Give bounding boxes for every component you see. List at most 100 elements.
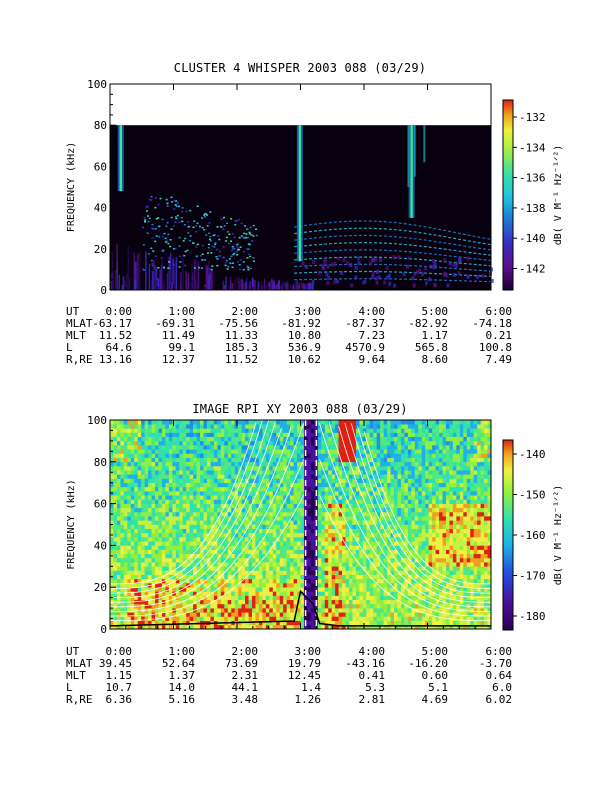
heat-cell: [165, 474, 170, 479]
heat-cell: [310, 591, 315, 596]
heat-cell: [355, 486, 360, 492]
speckle: [185, 210, 188, 213]
heat-cell: [168, 461, 173, 467]
heat-cell: [376, 570, 381, 575]
heat-cell: [134, 574, 139, 580]
heat-cell: [269, 528, 274, 534]
heat-cell: [348, 453, 353, 458]
heat-cell: [245, 574, 249, 580]
heat-cell: [220, 432, 225, 438]
heat-cell: [196, 445, 201, 450]
heat-cell: [355, 583, 360, 588]
heat-cell: [262, 587, 267, 592]
heat-cell: [168, 470, 173, 475]
noise-patch: [413, 271, 417, 276]
colorbar-tick-label: -140: [519, 232, 546, 245]
heat-cell: [182, 612, 187, 617]
heat-cell: [141, 453, 145, 458]
heat-cell: [158, 524, 163, 529]
heat-cell: [283, 516, 287, 521]
heat-cell: [310, 457, 315, 463]
heat-cell: [123, 474, 128, 479]
heat-cell: [331, 612, 336, 617]
heat-cell: [262, 449, 267, 454]
heat-cell: [376, 524, 381, 529]
heat-cell: [269, 574, 274, 580]
heat-cell: [155, 566, 159, 571]
heat-cell: [141, 457, 145, 463]
speckle: [230, 240, 233, 242]
heat-cell: [352, 541, 357, 546]
heat-cell: [165, 432, 170, 438]
heat-cell: [227, 440, 232, 446]
heat-cell: [345, 578, 350, 584]
heat-cell: [324, 457, 329, 463]
heat-cell: [355, 524, 360, 529]
noise-column: [127, 246, 130, 290]
heat-cell: [279, 624, 284, 630]
speckle: [159, 197, 162, 200]
heat-cell: [224, 516, 229, 521]
heat-cell: [310, 595, 315, 601]
heat-cell: [345, 474, 350, 479]
heat-cell: [355, 608, 360, 613]
heat-cell: [141, 470, 145, 475]
heat-cell: [321, 486, 326, 492]
heat-cell: [120, 532, 125, 538]
heat-cell: [307, 583, 312, 588]
heat-cell: [400, 491, 405, 496]
heat-cell: [248, 478, 253, 483]
heat-cell: [348, 620, 353, 626]
heat-cell: [328, 503, 332, 509]
heat-cell: [269, 486, 274, 492]
heat-cell: [342, 595, 346, 601]
heat-cell: [220, 465, 225, 471]
heat-cell: [258, 528, 263, 534]
heat-cell: [196, 420, 201, 425]
heat-cell: [265, 599, 270, 605]
heat-cell: [245, 478, 249, 483]
heat-cell: [158, 445, 163, 450]
heat-cell: [362, 507, 367, 513]
heat-cell: [158, 440, 163, 446]
heat-cell: [345, 486, 350, 492]
heat-cell: [262, 482, 267, 488]
heat-cell: [210, 591, 215, 596]
heat-cell: [220, 440, 225, 446]
heat-cell: [217, 499, 222, 504]
heat-cell: [110, 486, 114, 492]
heat-cell: [376, 428, 381, 433]
heat-cell: [380, 557, 384, 563]
heat-cell: [234, 595, 239, 601]
heat-cell: [134, 608, 139, 613]
heat-cell: [238, 491, 242, 496]
heat-cell: [290, 420, 294, 425]
speckle: [155, 235, 158, 237]
heat-cell: [175, 503, 180, 509]
heat-cell: [148, 553, 152, 559]
heat-cell: [127, 507, 132, 513]
heat-cell: [276, 428, 281, 433]
heat-cell: [272, 562, 277, 567]
heat-cell: [310, 562, 315, 567]
heat-cell: [116, 532, 121, 538]
heat-cell: [279, 457, 284, 463]
heat-cell: [155, 470, 159, 475]
heat-cell: [394, 541, 398, 546]
heat-cell: [272, 449, 277, 454]
heat-cell: [265, 583, 270, 588]
heat-cell: [310, 511, 315, 517]
heat-cell: [238, 599, 242, 605]
heat-cell: [217, 516, 222, 521]
speckle: [249, 226, 252, 229]
heat-cell: [206, 507, 211, 513]
heat-cell: [234, 440, 239, 446]
speckle: [242, 250, 245, 253]
speckle: [236, 253, 239, 256]
heat-cell: [279, 591, 284, 596]
noise-column: [185, 270, 187, 290]
noise-column: [223, 284, 226, 290]
heat-cell: [172, 520, 177, 525]
heat-cell: [193, 520, 197, 525]
heat-cell: [359, 449, 364, 454]
